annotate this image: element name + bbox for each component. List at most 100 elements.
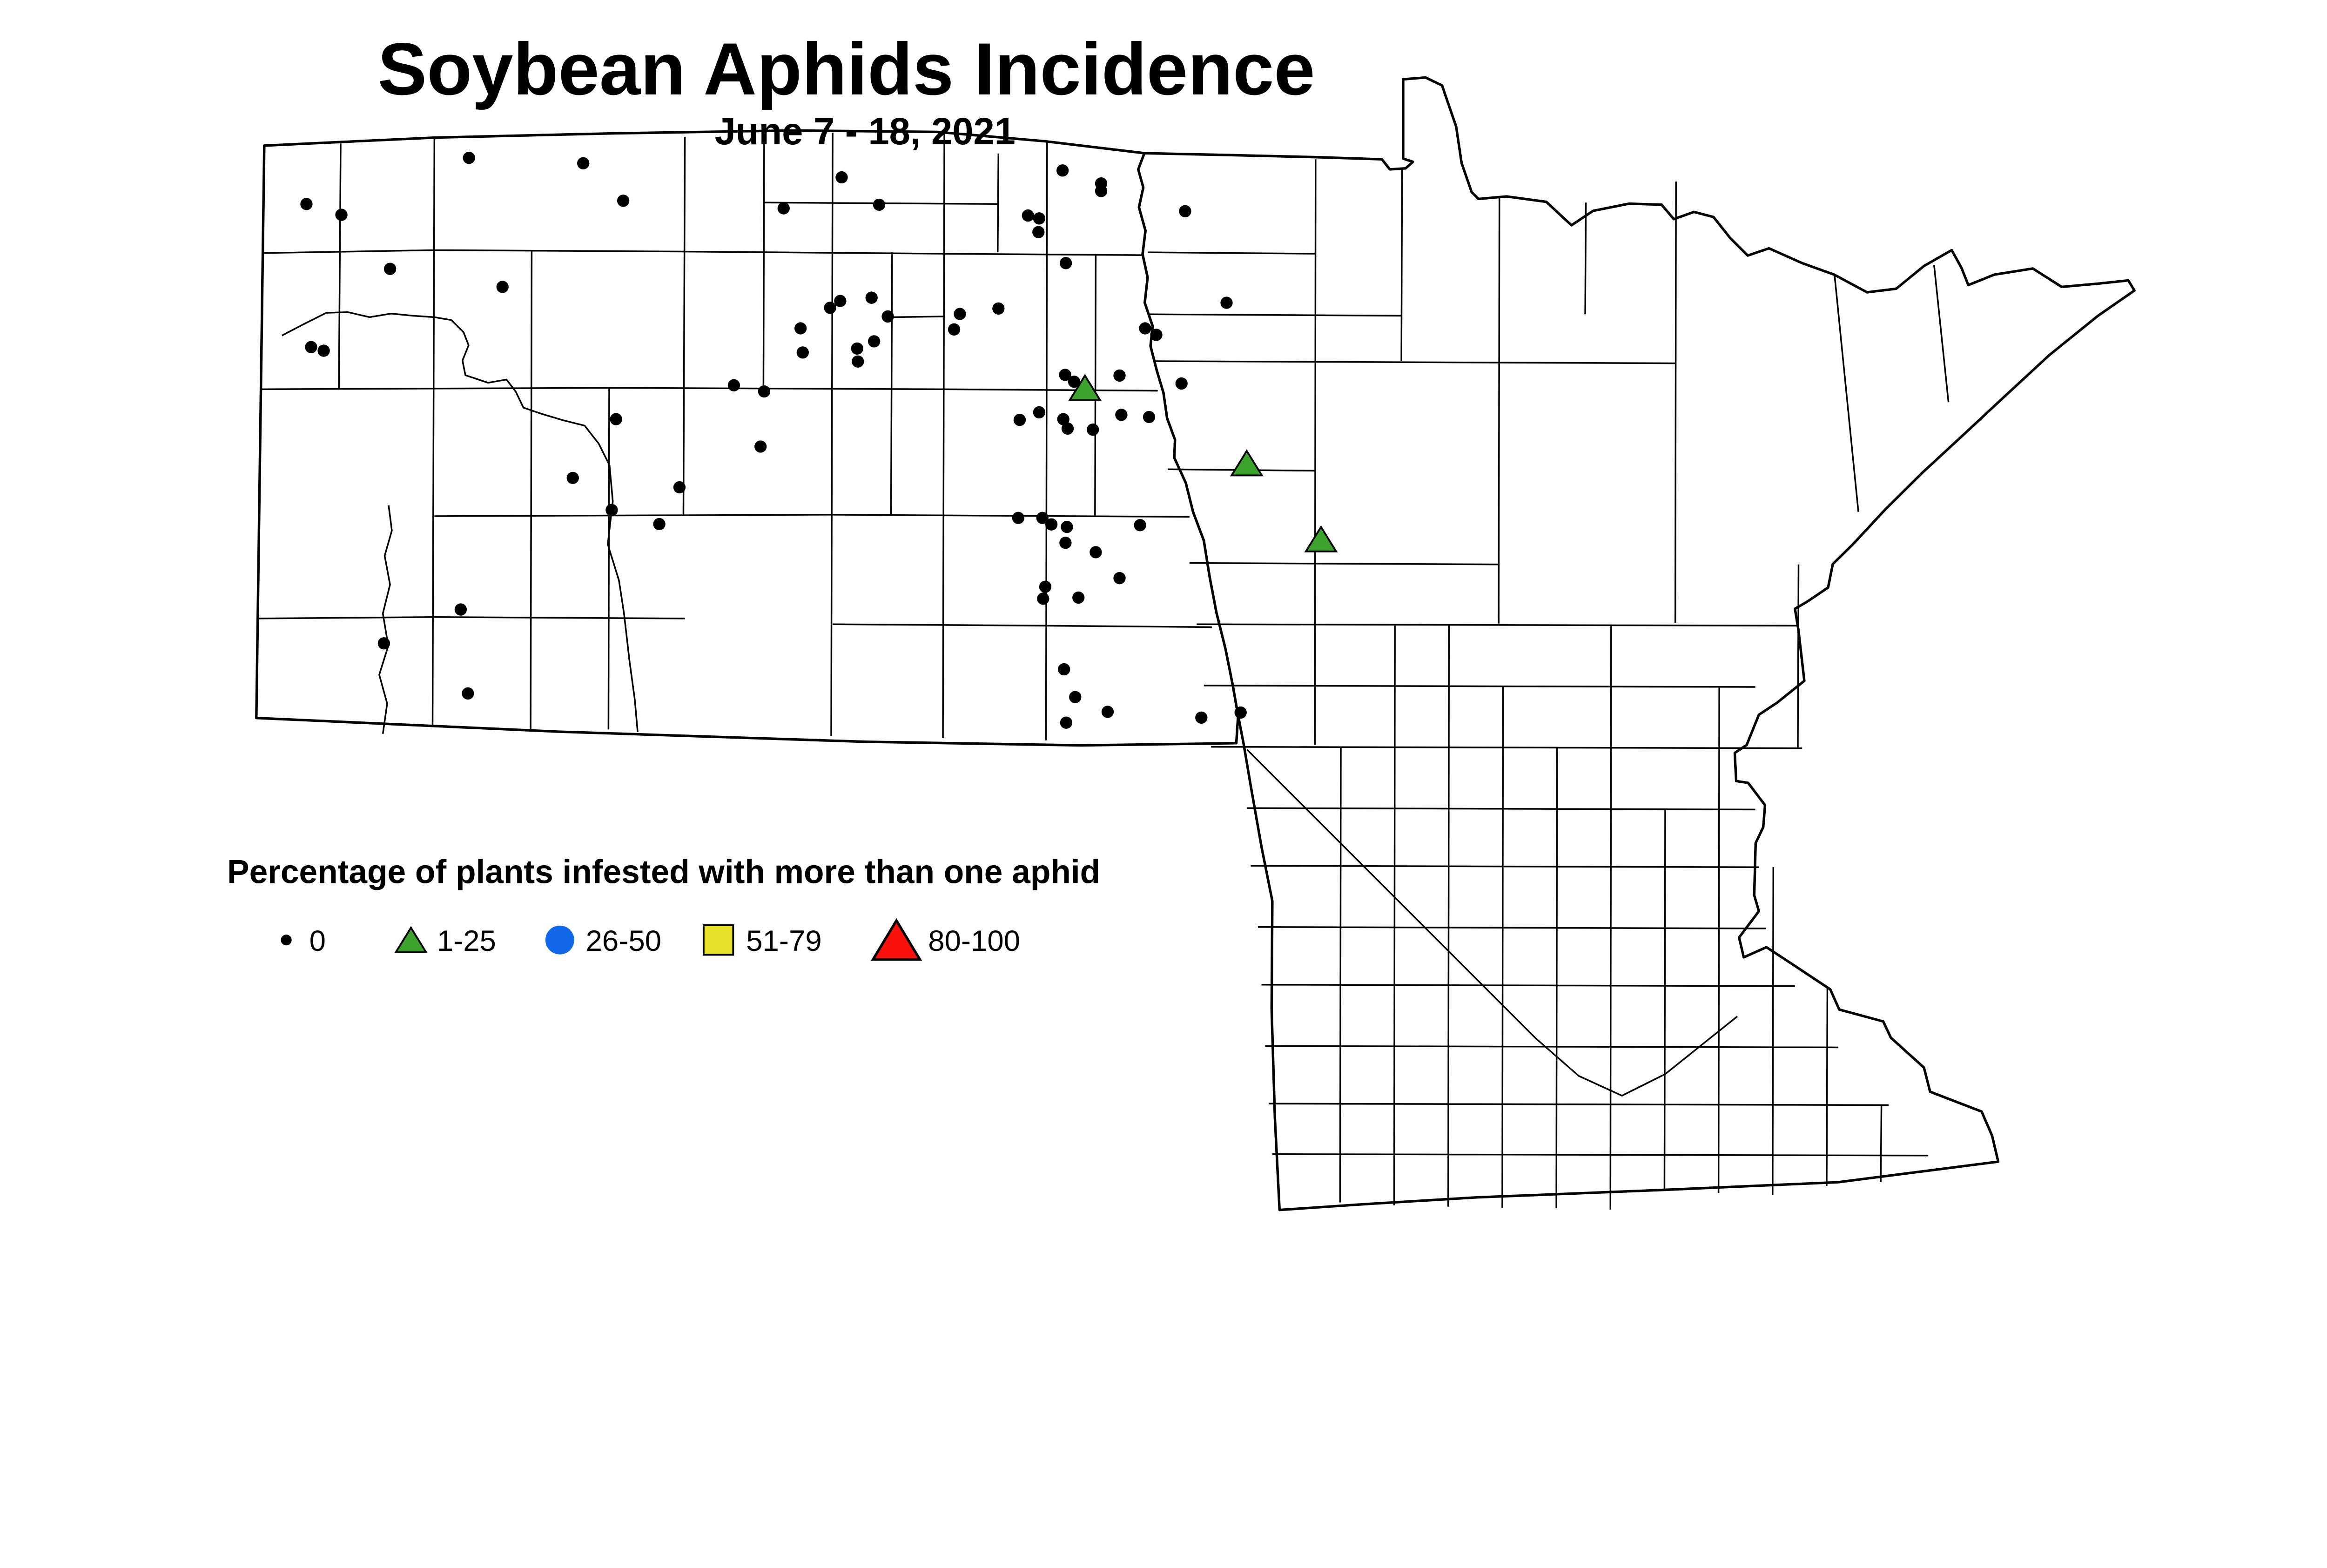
data-point-dot	[577, 157, 590, 169]
legend-label-1-25: 1-25	[437, 925, 496, 957]
data-point-dot	[673, 481, 686, 494]
data-point-dot	[1036, 511, 1049, 524]
data-point-dot	[1033, 406, 1045, 419]
data-point-dot	[1087, 423, 1099, 436]
data-point-dot	[335, 209, 348, 221]
data-point-dot	[835, 171, 848, 184]
legend-triangle-symbol	[394, 926, 428, 953]
data-point-dot	[454, 603, 467, 616]
data-point-dot	[1220, 296, 1233, 309]
data-point-dot	[1113, 572, 1126, 585]
data-point-dot	[1134, 519, 1146, 532]
data-point-dot	[496, 281, 509, 293]
data-point-dot	[1143, 411, 1156, 424]
minnesota-state	[1137, 76, 2136, 1211]
data-point-dot	[1057, 413, 1069, 425]
data-point-dot	[300, 198, 313, 210]
legend-square-symbol	[702, 924, 734, 956]
data-point-dot	[777, 202, 790, 215]
data-point-dot	[758, 385, 771, 398]
data-point-dot	[1095, 185, 1108, 197]
data-point-dot	[617, 195, 630, 207]
data-point-dot	[1139, 322, 1151, 335]
data-point-dot	[1195, 711, 1208, 724]
missouri-river	[281, 311, 639, 732]
north-dakota-county-lines	[257, 132, 1212, 740]
data-point-dot	[868, 335, 881, 348]
minnesota-outline	[1137, 76, 2136, 1211]
data-point-dot	[794, 322, 807, 335]
data-point-dot	[653, 518, 666, 531]
data-point-dot	[610, 413, 622, 425]
data-point-dot	[1056, 164, 1069, 177]
map-subtitle: June 7 - 18, 2021	[715, 110, 1016, 153]
data-point-dot	[824, 302, 836, 314]
data-point-dot	[1113, 369, 1126, 382]
legend-label-26-50: 26-50	[586, 925, 661, 957]
legend-label-0: 0	[309, 925, 326, 957]
data-point-dot	[1060, 716, 1073, 729]
map-figure: Soybean Aphids Incidence June 7 - 18, 20…	[227, 27, 2136, 1211]
data-point-dot	[566, 471, 579, 485]
data-point-triangle	[1304, 525, 1338, 552]
data-point-dot	[377, 637, 390, 650]
data-point-dot	[605, 504, 618, 516]
data-point-dot	[1069, 691, 1082, 703]
data-point-dot	[852, 355, 864, 368]
data-point-dot	[1179, 205, 1191, 217]
data-point-dot	[305, 341, 317, 353]
minnesota-river-valley	[1246, 749, 1738, 1097]
markers-layer	[300, 152, 1338, 729]
data-point-dot	[1101, 706, 1114, 718]
data-point-dot	[1234, 706, 1247, 719]
data-point-dot	[1115, 409, 1128, 421]
data-point-triangle	[1230, 449, 1264, 477]
little-missouri-river	[378, 505, 393, 734]
data-point-dot	[1045, 518, 1058, 531]
data-point-dot	[1033, 212, 1045, 225]
data-point-dot	[1068, 375, 1081, 388]
legend-header: Percentage of plants infested with more …	[227, 854, 1100, 890]
data-point-dot	[1175, 377, 1188, 390]
legend: Percentage of plants infested with more …	[227, 854, 1100, 961]
data-point-dot	[1032, 226, 1045, 238]
data-point-dot	[1037, 592, 1049, 605]
data-point-dot	[1059, 369, 1071, 381]
data-point-dot	[317, 344, 330, 357]
legend-dot-symbol	[281, 935, 292, 946]
data-point-dot	[1058, 663, 1070, 676]
data-point-dot	[1039, 580, 1052, 593]
data-point-dot	[1150, 329, 1163, 341]
aphid-incidence-map: Soybean Aphids Incidence June 7 - 18, 20…	[227, 27, 2136, 1211]
data-point-dot	[1022, 209, 1034, 222]
data-point-dot	[1012, 511, 1025, 524]
legend-large-triangle-symbol	[871, 918, 922, 961]
data-point-dot	[1072, 591, 1085, 604]
north-dakota-state	[255, 129, 1240, 747]
data-point-dot	[954, 308, 966, 320]
legend-circle-symbol	[545, 925, 574, 955]
data-point-dot	[462, 687, 474, 700]
data-point-dot	[873, 198, 886, 211]
data-point-dot	[1059, 537, 1072, 549]
map-title: Soybean Aphids Incidence	[377, 27, 1315, 110]
data-point-dot	[796, 346, 809, 359]
data-point-dot	[834, 295, 847, 307]
data-point-dot	[992, 302, 1005, 315]
data-point-triangle	[1068, 374, 1102, 401]
data-point-dot	[463, 152, 475, 164]
data-point-dot	[1013, 414, 1026, 426]
data-point-dot	[383, 262, 397, 275]
north-dakota-outline	[255, 129, 1240, 747]
legend-label-80-100: 80-100	[928, 925, 1020, 957]
legend-label-51-79: 51-79	[746, 925, 821, 957]
data-point-dot	[727, 379, 740, 392]
data-point-dot	[881, 310, 894, 323]
data-point-dot	[754, 440, 767, 453]
data-point-dot	[851, 342, 863, 355]
data-point-dot	[948, 323, 961, 336]
data-point-dot	[1059, 257, 1072, 269]
data-point-dot	[1061, 422, 1074, 435]
data-point-dot	[865, 291, 878, 304]
data-point-dot	[1090, 546, 1102, 559]
